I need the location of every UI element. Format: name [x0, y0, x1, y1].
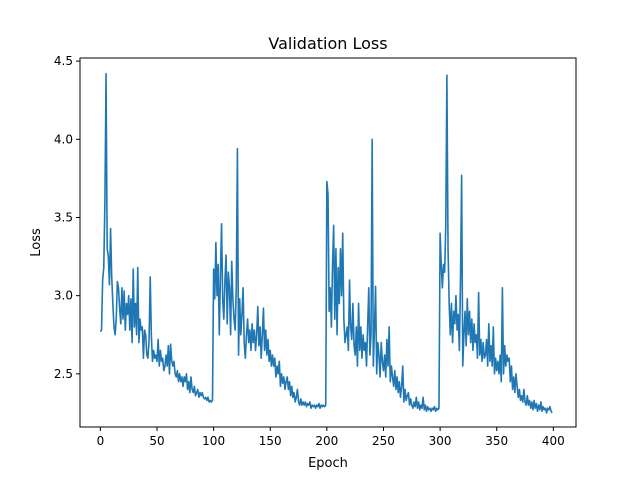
y-axis: 2.5 3.0 3.5 4.0 4.5 — [54, 54, 80, 381]
y-tick-label: 4.0 — [54, 132, 73, 146]
x-tick-label: 0 — [97, 434, 105, 448]
x-tick-label: 150 — [259, 434, 282, 448]
x-axis-label: Epoch — [308, 456, 348, 471]
chart-title: Validation Loss — [268, 34, 387, 53]
x-tick-label: 400 — [542, 434, 565, 448]
y-tick-label: 3.5 — [54, 210, 73, 224]
y-tick-label: 4.5 — [54, 54, 73, 68]
x-tick-label: 250 — [372, 434, 395, 448]
x-axis: 0 50 100 150 200 250 300 350 400 — [97, 427, 565, 448]
x-tick-label: 100 — [202, 434, 225, 448]
y-axis-label: Loss — [29, 228, 44, 257]
y-tick-label: 2.5 — [54, 367, 73, 381]
plot-frame — [79, 57, 577, 428]
y-tick-label: 3.0 — [54, 289, 73, 303]
x-tick-label: 350 — [485, 434, 508, 448]
x-tick-label: 300 — [429, 434, 452, 448]
x-tick-label: 200 — [315, 434, 338, 448]
x-tick-label: 50 — [149, 434, 164, 448]
series-line — [99, 72, 553, 414]
